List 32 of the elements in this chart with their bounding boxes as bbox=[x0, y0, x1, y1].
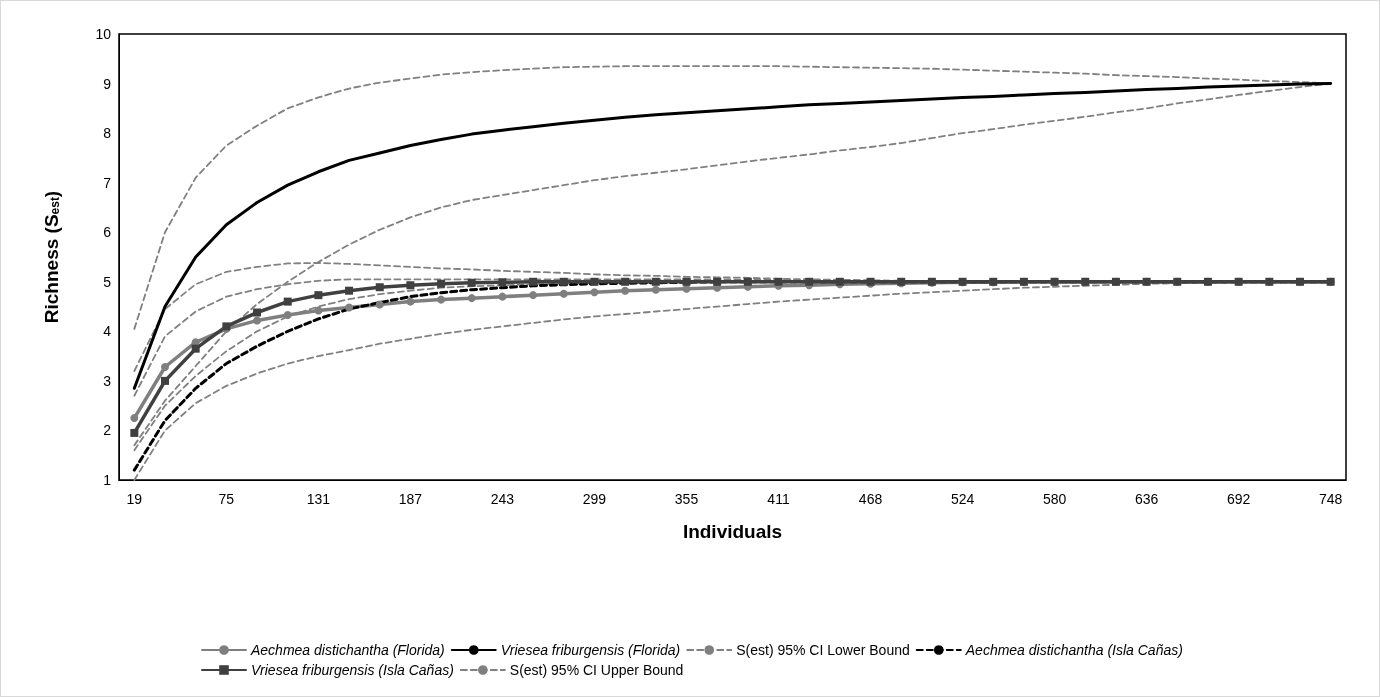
legend-label: Aechmea distichantha (Isla Cañas) bbox=[964, 642, 1183, 658]
x-tick-label: 748 bbox=[1318, 491, 1343, 507]
y-tick-label: 1 bbox=[103, 472, 112, 488]
x-tick-label: 75 bbox=[218, 491, 235, 507]
y-tick-label: 8 bbox=[103, 125, 112, 142]
legend-label: Aechmea distichantha (Florida) bbox=[250, 642, 445, 658]
y-axis-title: Richness (Sest) bbox=[40, 190, 62, 324]
y-tick-label: 4 bbox=[103, 323, 112, 340]
legend-label: Vriesea friburgensis (Isla Cañas) bbox=[251, 662, 454, 678]
x-tick-label: 524 bbox=[950, 491, 975, 507]
y-tick-label: 5 bbox=[103, 273, 112, 290]
x-tick-label: 692 bbox=[1226, 491, 1251, 507]
x-axis-title: Individuals bbox=[682, 521, 783, 542]
y-tick-label: 9 bbox=[103, 75, 112, 92]
legend-label: S(est) 95% CI Upper Bound bbox=[509, 662, 684, 678]
y-tick-label: 7 bbox=[103, 174, 112, 191]
y-tick-label: 10 bbox=[95, 26, 112, 42]
y-tick-label: 2 bbox=[103, 422, 112, 439]
x-tick-label: 131 bbox=[306, 491, 331, 507]
x-tick-label: 580 bbox=[1042, 491, 1067, 507]
x-tick-label: 299 bbox=[582, 491, 607, 507]
x-tick-label: 411 bbox=[767, 491, 790, 507]
legend-label: S(est) 95% CI Lower Bound bbox=[736, 642, 910, 658]
y-tick-label: 3 bbox=[103, 372, 112, 389]
x-tick-label: 19 bbox=[126, 491, 143, 507]
x-tick-label: 636 bbox=[1134, 491, 1159, 507]
x-tick-label: 243 bbox=[490, 491, 515, 507]
legend-label: Vriesea friburgensis (Florida) bbox=[500, 642, 681, 658]
x-tick-label: 468 bbox=[858, 491, 883, 507]
x-tick-label: 187 bbox=[398, 491, 423, 507]
y-tick-label: 6 bbox=[103, 224, 112, 241]
x-tick-label: 355 bbox=[674, 491, 699, 507]
